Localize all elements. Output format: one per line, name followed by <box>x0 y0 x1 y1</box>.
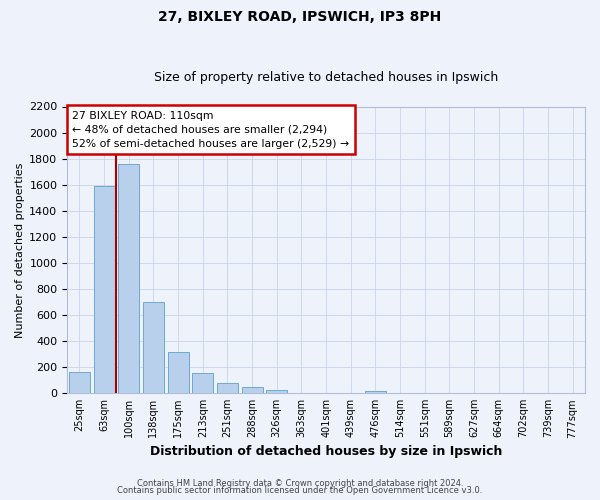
Bar <box>143 302 164 393</box>
Text: 27, BIXLEY ROAD, IPSWICH, IP3 8PH: 27, BIXLEY ROAD, IPSWICH, IP3 8PH <box>158 10 442 24</box>
Text: Contains HM Land Registry data © Crown copyright and database right 2024.: Contains HM Land Registry data © Crown c… <box>137 478 463 488</box>
Bar <box>266 390 287 393</box>
X-axis label: Distribution of detached houses by size in Ipswich: Distribution of detached houses by size … <box>150 444 502 458</box>
Bar <box>242 386 263 393</box>
Bar <box>217 383 238 393</box>
Bar <box>118 164 139 393</box>
Text: Contains public sector information licensed under the Open Government Licence v3: Contains public sector information licen… <box>118 486 482 495</box>
Bar <box>192 373 213 393</box>
Bar <box>365 390 386 393</box>
Text: 27 BIXLEY ROAD: 110sqm
← 48% of detached houses are smaller (2,294)
52% of semi-: 27 BIXLEY ROAD: 110sqm ← 48% of detached… <box>73 111 349 149</box>
Bar <box>69 372 90 393</box>
Bar <box>167 352 188 393</box>
Y-axis label: Number of detached properties: Number of detached properties <box>15 162 25 338</box>
Bar <box>94 186 115 393</box>
Title: Size of property relative to detached houses in Ipswich: Size of property relative to detached ho… <box>154 72 498 85</box>
